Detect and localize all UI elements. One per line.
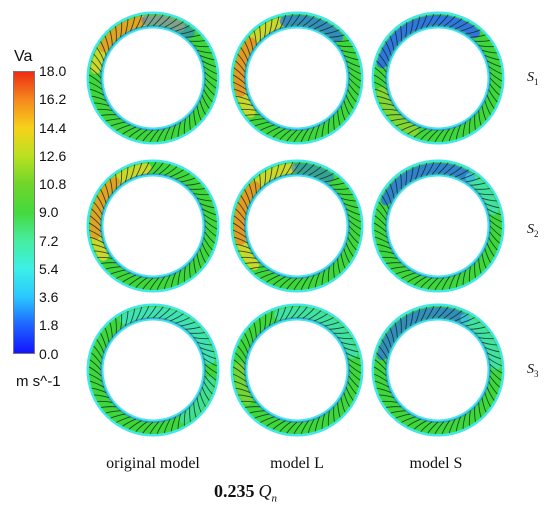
legend-tick: 1.8: [39, 317, 59, 333]
row-label-s3: S3: [527, 362, 539, 379]
flow-rate-caption: 0.235 Qn: [214, 481, 277, 505]
legend-tick: 9.0: [39, 204, 59, 220]
velocity-ring-s2-original-model: [86, 159, 220, 293]
legend-tick: 5.4: [39, 261, 59, 277]
velocity-ring-s3-model-l: [230, 303, 364, 437]
legend-tick: 12.6: [39, 148, 67, 164]
legend-title: Va: [14, 48, 33, 65]
row-label-s2: S2: [527, 222, 539, 239]
velocity-ring-s1-original-model: [86, 11, 220, 145]
velocity-ring-s1-model-l: [230, 11, 364, 145]
column-label-original-model: original model: [106, 455, 200, 472]
legend-tick: 0.0: [39, 346, 59, 362]
velocity-legend: Va 18.0 16.2 14.4 12.6 10.8 9.0 7.2 5.4 …: [0, 0, 84, 400]
velocity-ring-s2-model-l: [230, 159, 364, 293]
velocity-ring-s3-original-model: [86, 303, 220, 437]
velocity-ring-s1-model-s: [371, 11, 505, 145]
legend-tick: 18.0: [39, 63, 67, 79]
column-label-model-s: model S: [409, 455, 463, 472]
legend-tick: 7.2: [39, 233, 59, 249]
legend-tick: 16.2: [39, 91, 67, 107]
velocity-ring-s2-model-s: [371, 159, 505, 293]
legend-tick: 10.8: [39, 176, 67, 192]
colorbar: [13, 71, 35, 354]
row-label-s1: S1: [527, 70, 539, 87]
legend-unit: m s^-1: [16, 373, 61, 390]
legend-tick: 14.4: [39, 120, 67, 136]
velocity-ring-s3-model-s: [371, 303, 505, 437]
legend-tick: 3.6: [39, 289, 59, 305]
column-label-model-l: model L: [270, 455, 324, 472]
